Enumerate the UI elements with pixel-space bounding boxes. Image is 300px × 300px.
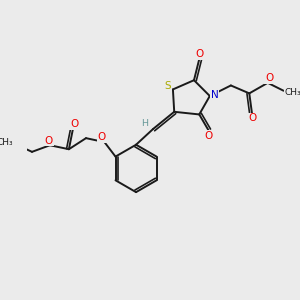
Text: CH₃: CH₃ xyxy=(0,138,13,147)
Text: O: O xyxy=(70,119,78,129)
Text: N: N xyxy=(211,90,218,100)
Text: H: H xyxy=(141,118,148,127)
Text: O: O xyxy=(44,136,53,146)
Text: CH₃: CH₃ xyxy=(284,88,300,97)
Text: O: O xyxy=(205,130,213,140)
Text: O: O xyxy=(265,73,273,83)
Text: O: O xyxy=(195,50,203,59)
Text: S: S xyxy=(165,81,172,91)
Text: O: O xyxy=(248,113,256,123)
Text: O: O xyxy=(98,132,106,142)
